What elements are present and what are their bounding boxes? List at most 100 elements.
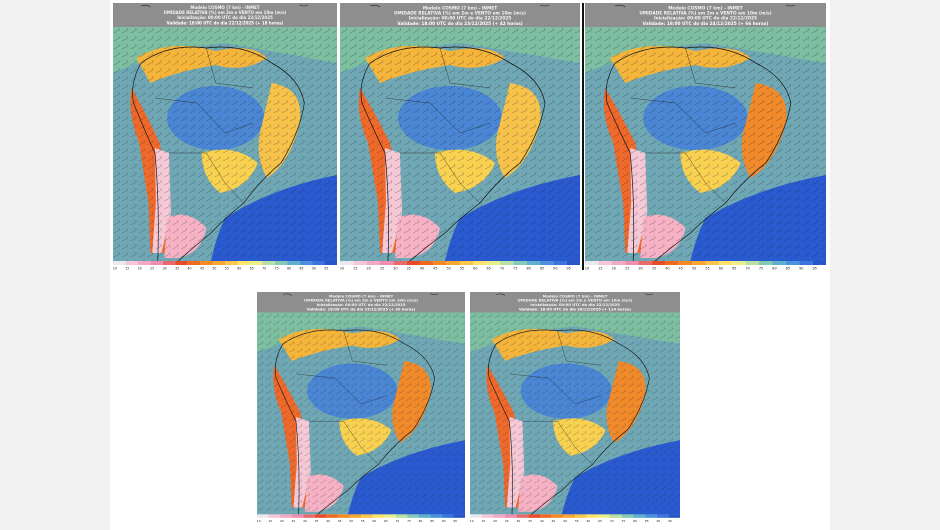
colorbar-label: 75 — [622, 519, 626, 523]
colorbar-swatch — [287, 261, 300, 265]
header-coast — [496, 293, 653, 296]
colorbar-label: 30 — [163, 266, 167, 270]
colorbar-label: 65 — [598, 519, 602, 523]
colorbar-swatch — [274, 261, 288, 265]
colorbar-label: 55 — [705, 267, 709, 271]
colorbar-swatch — [625, 261, 639, 265]
map-area — [113, 27, 337, 262]
colorbar-label: 45 — [552, 519, 556, 523]
colorbar-swatch — [291, 514, 304, 518]
colorbar-swatch — [366, 261, 380, 265]
colorbar-label: 50 — [447, 267, 451, 271]
colorbar-label: 15 — [482, 519, 486, 523]
borders — [295, 330, 388, 465]
header-text: Inicialização: 00:00 UTC do dia 22/12/20… — [654, 16, 757, 22]
colorbar-swatch — [633, 514, 645, 518]
colorbar-label: 55 — [361, 519, 365, 523]
colorbar-label: 20 — [612, 267, 616, 271]
colorbar-swatch — [303, 514, 315, 518]
colorbar-swatch — [268, 514, 281, 518]
colorbar-swatch — [225, 261, 238, 265]
colorbar-label: 25 — [505, 519, 509, 523]
colorbar-swatch — [812, 261, 826, 265]
colorbar-swatch — [453, 514, 465, 518]
colorbar-label: 80 — [772, 267, 776, 271]
map-area — [585, 27, 826, 262]
header-coast — [369, 4, 550, 8]
colorbar-label: 95 — [668, 519, 672, 523]
colorbar-label: 25 — [625, 267, 629, 271]
colorbar-swatch — [353, 261, 367, 265]
header-text: Modelo COSMO (7 km) - INMET — [668, 6, 743, 12]
colorbar-swatch — [772, 261, 786, 265]
header-text: Inicialização: 00:00 UTC do dia 22/12/20… — [317, 303, 406, 307]
colorbar-label: 40 — [665, 267, 669, 271]
header-text: Modelo COSMO (7 km) - INMET — [543, 294, 608, 298]
colorbar-label: 75 — [759, 267, 763, 271]
colorbar-swatch — [384, 514, 396, 518]
colorbar-label: 45 — [200, 266, 204, 270]
colorbar-swatch — [113, 261, 126, 265]
colorbar-swatch — [340, 261, 354, 265]
colorbar-label: 70 — [610, 519, 614, 523]
colorbar-label: 70 — [746, 267, 750, 271]
colorbar-swatch — [665, 261, 679, 265]
colorbar-swatch — [586, 514, 599, 518]
header-coast — [140, 4, 309, 8]
colorbar-swatch — [785, 261, 800, 265]
header-text: UMIDADE RELATIVA (%) em 2m e VENTO em 10… — [164, 10, 287, 15]
colorbar-label: 50 — [349, 519, 353, 523]
colorbar-label: 20 — [280, 519, 284, 523]
colorbar-swatch — [162, 261, 176, 265]
header-text: Validade: 18:00 UTC do dia 26/12/2025 (+… — [519, 308, 631, 312]
header — [113, 3, 337, 27]
coastline — [605, 46, 792, 262]
colorbar-label: 35 — [315, 519, 319, 523]
colorbar-label: 95 — [567, 267, 571, 271]
colorbar-label: 85 — [645, 519, 649, 523]
colorbar-label: 75 — [407, 519, 411, 523]
colorbar-label: 90 — [553, 267, 557, 271]
header-coast — [282, 293, 439, 296]
colorbar-swatch — [526, 261, 540, 265]
colorbar-label: 35 — [652, 267, 656, 271]
colorbar-swatch — [621, 514, 634, 518]
colorbar-swatch — [212, 261, 225, 265]
colorbar-label: 20 — [367, 267, 371, 271]
wind-field — [257, 312, 465, 515]
colorbar-swatch — [337, 514, 350, 518]
wind-field — [585, 27, 826, 261]
colorbar-swatch — [759, 261, 773, 265]
colorbar-label: 45 — [679, 267, 683, 271]
wind-field — [340, 27, 580, 261]
header-text: Inicialização: 00:00 UTC do dia 22/12/20… — [177, 15, 273, 20]
colorbar-swatch — [585, 261, 599, 265]
colorbar-swatch — [312, 261, 325, 265]
colorbar-swatch — [705, 261, 719, 265]
colorbar-label: 10 — [257, 519, 261, 523]
colorbar-label: 50 — [212, 266, 216, 270]
colorbar-swatch — [326, 514, 338, 518]
colorbar-label: 10 — [585, 267, 589, 271]
colorbar-label: 30 — [303, 519, 307, 523]
colorbar-label: 35 — [528, 519, 532, 523]
colorbar-swatch — [540, 261, 554, 265]
colorbar-swatch — [324, 261, 337, 265]
colorbar-swatch — [433, 261, 447, 265]
colorbar-swatch — [372, 514, 385, 518]
header — [340, 3, 580, 27]
colorbar-swatch — [611, 261, 626, 265]
map-area — [470, 312, 680, 515]
colorbar-label: 55 — [460, 267, 464, 271]
colorbar-label: 80 — [287, 266, 291, 270]
colorbar-label: 30 — [393, 267, 397, 271]
header — [257, 292, 465, 313]
header-text: Inicialização: 00:00 UTC do dia 22/12/20… — [409, 16, 512, 22]
borders — [154, 47, 254, 204]
borders — [509, 330, 602, 465]
colorbar-swatch — [280, 514, 292, 518]
colorbar-label: 80 — [633, 519, 637, 523]
colorbar-label: 65 — [487, 267, 491, 271]
colorbar-swatch — [473, 261, 487, 265]
